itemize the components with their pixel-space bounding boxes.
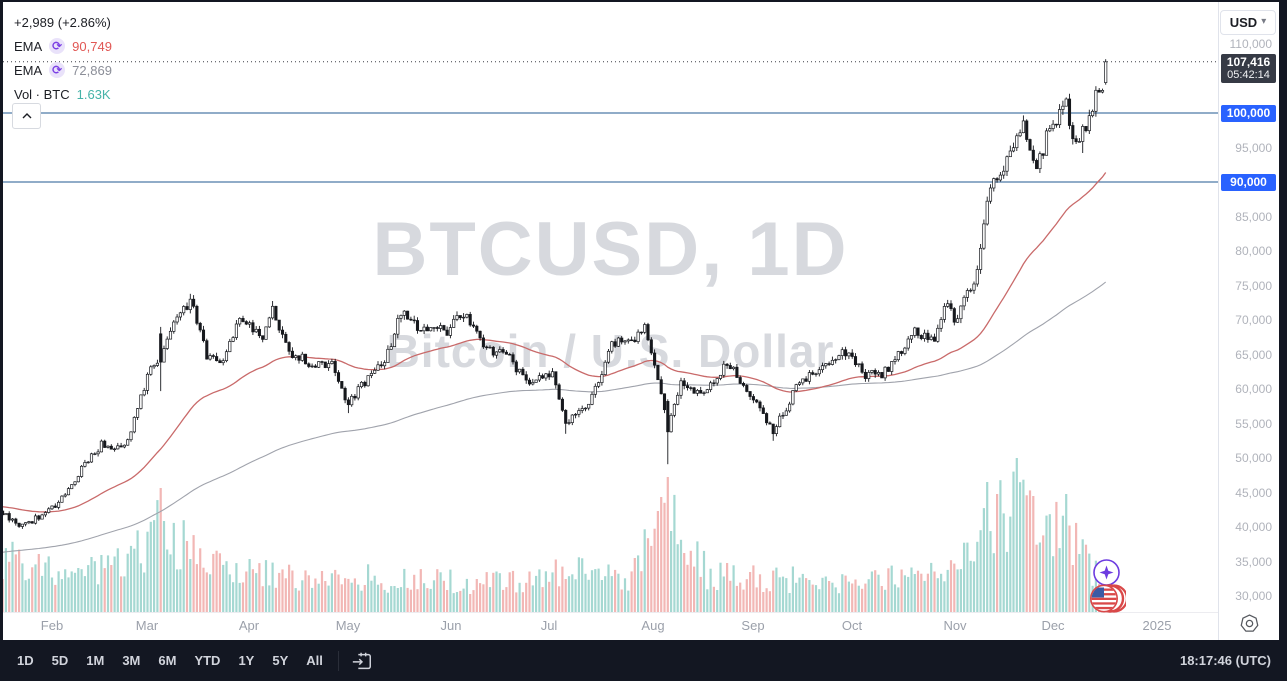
price-tick-label: 110,000 — [1229, 37, 1273, 51]
price-tick-label: 70,000 — [1235, 313, 1272, 327]
last-price-value: 107,416 — [1226, 55, 1271, 69]
chart-canvas[interactable] — [3, 2, 1218, 640]
chart-settings-icon[interactable] — [1240, 614, 1260, 634]
price-tick-label: 75,000 — [1235, 278, 1272, 293]
time-tick-label: May — [335, 618, 361, 633]
range-button-1M[interactable]: 1M — [79, 649, 111, 672]
price-tick-label: 65,000 — [1235, 347, 1272, 362]
range-button-1D[interactable]: 1D — [10, 649, 41, 672]
sparkle-marker-icon[interactable] — [1092, 558, 1121, 592]
us-flag-event-icon[interactable] — [1089, 583, 1129, 619]
currency-label: USD — [1229, 15, 1258, 30]
range-button-All[interactable]: All — [299, 649, 330, 672]
bar-countdown: 05:42:14 — [1227, 69, 1270, 81]
sync-icon: ⟳ — [49, 38, 66, 54]
go-to-date-button[interactable] — [351, 650, 373, 672]
ema-slow-value: 72,869 — [72, 62, 112, 78]
time-tick-label: 2025 — [1142, 618, 1172, 633]
last-price-badge: 107,416 05:42:14 — [1221, 54, 1276, 83]
ema-slow-label: EMA — [14, 62, 43, 78]
chevron-up-icon — [22, 113, 31, 119]
range-button-3M[interactable]: 3M — [115, 649, 147, 672]
change-value: +2,989 (+2.86%) — [14, 14, 111, 30]
legend-volume-row[interactable]: Vol · BTC 1.63K — [14, 82, 112, 106]
range-button-YTD[interactable]: YTD — [187, 649, 227, 672]
time-tick-label: Oct — [841, 618, 863, 633]
range-button-5D[interactable]: 5D — [45, 649, 76, 672]
price-tick-label: 35,000 — [1235, 554, 1272, 569]
price-tick-label: 30,000 — [1235, 589, 1272, 603]
price-tick-label: 60,000 — [1235, 382, 1272, 396]
price-tick-label: 95,000 — [1235, 140, 1272, 155]
time-tick-label: Apr — [238, 618, 260, 633]
price-axis[interactable]: 107,416 05:42:14 110,000 95,000 85,000 80,0… — [1218, 2, 1279, 640]
currency-dropdown[interactable]: USD ▾ — [1220, 10, 1276, 35]
ema-fast-label: EMA — [14, 38, 43, 54]
time-tick-label: Dec — [1041, 618, 1065, 633]
sync-icon: ⟳ — [49, 62, 66, 78]
price-level-badge: 90,000 — [1221, 173, 1276, 191]
toolbar-divider — [337, 650, 339, 671]
bottom-toolbar: 1D 5D 1M 3M 6M YTD 1Y 5Y All 18:17:46 (UTC) — [0, 640, 1287, 681]
time-tick-label: Aug — [641, 618, 665, 633]
time-tick-label: Sep — [741, 618, 765, 633]
price-tick-label: 85,000 — [1235, 209, 1272, 224]
chevron-down-icon: ▾ — [1261, 16, 1267, 27]
chart-surface: BTCUSD, 1D Bitcoin / U.S. Dollar +2,989 … — [3, 2, 1279, 641]
legend-collapse-button[interactable] — [12, 103, 41, 129]
legend-ema-slow-row[interactable]: EMA ⟳ 72,869 — [14, 58, 112, 82]
time-tick-label: Jul — [540, 618, 558, 633]
volume-label: Vol · BTC — [14, 86, 70, 102]
calendar-arrow-icon — [352, 652, 371, 669]
price-tick-label: 45,000 — [1235, 485, 1272, 500]
legend-ema-fast-row[interactable]: EMA ⟳ 90,749 — [14, 34, 112, 58]
legend-change-row: +2,989 (+2.86%) — [14, 10, 112, 34]
range-buttons: 1D 5D 1M 3M 6M YTD 1Y 5Y All — [0, 649, 330, 672]
price-tick-label: 80,000 — [1235, 244, 1272, 258]
time-axis[interactable]: Feb Mar Apr May Jun Jul Aug Sep Oct Nov Dec 2025 — [3, 612, 1278, 641]
time-tick-label: Nov — [943, 618, 967, 633]
time-tick-label: Jun — [440, 618, 462, 633]
ema-fast-value: 90,749 — [72, 38, 112, 54]
time-tick-label: Mar — [135, 618, 159, 633]
price-tick-label: 55,000 — [1235, 416, 1272, 431]
range-button-6M[interactable]: 6M — [151, 649, 183, 672]
price-level-badge: 100,000 — [1221, 104, 1276, 122]
session-clock[interactable]: 18:17:46 (UTC) — [1179, 653, 1271, 668]
price-tick-label: 50,000 — [1235, 451, 1272, 465]
range-button-5Y[interactable]: 5Y — [265, 649, 295, 672]
volume-value: 1.63K — [76, 86, 111, 102]
legend: +2,989 (+2.86%) EMA ⟳ 90,749 EMA ⟳ 72,86… — [14, 10, 112, 106]
range-button-1Y[interactable]: 1Y — [231, 649, 261, 672]
price-tick-label: 40,000 — [1235, 520, 1272, 534]
time-tick-label: Feb — [40, 618, 64, 633]
